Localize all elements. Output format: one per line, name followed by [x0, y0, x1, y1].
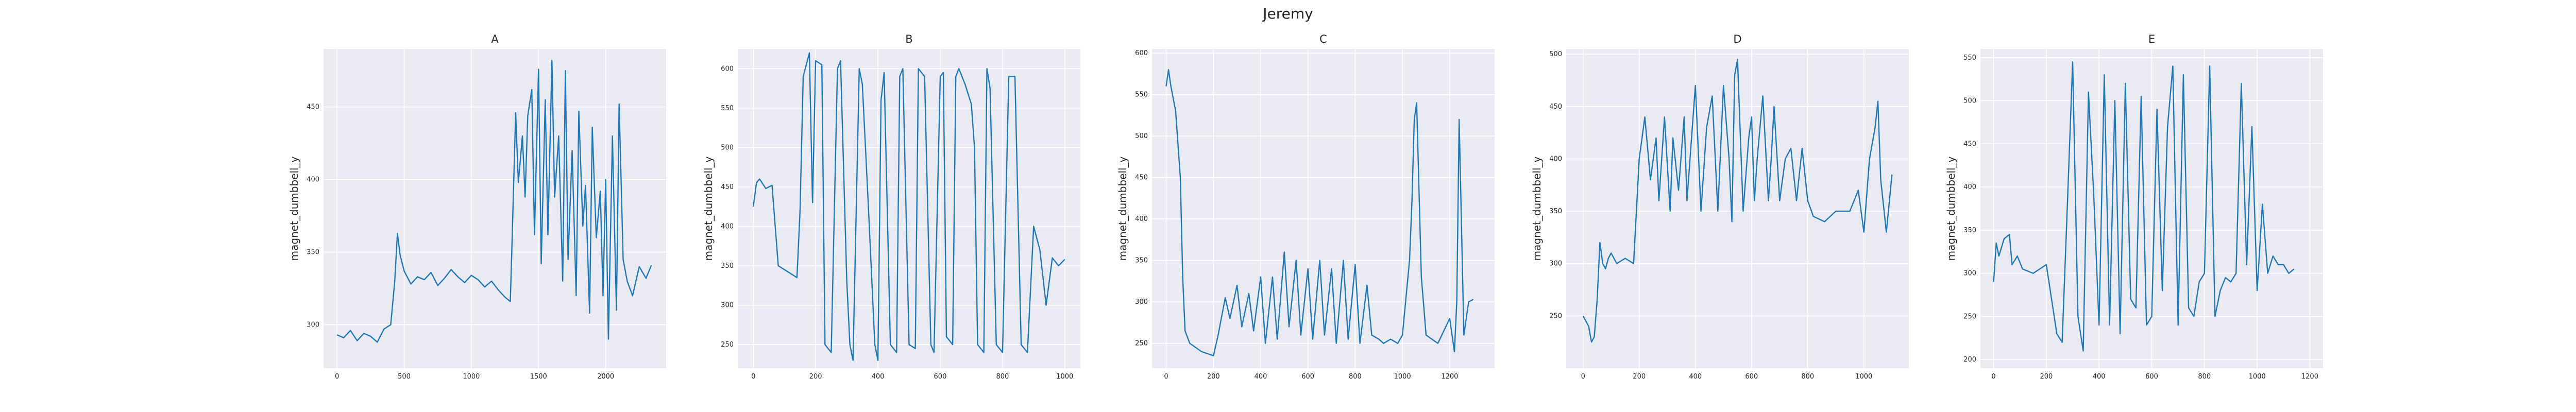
y-tick-label: 350: [307, 249, 319, 256]
subplots: 0 500 1000 1500 2000300350400450Amagnet_dumb…: [288, 33, 2323, 381]
x-tick-label: 200: [1207, 373, 1220, 381]
y-tick-label: 550: [721, 105, 734, 112]
y-tick-label: 500: [721, 144, 734, 151]
y-tick-label: 450: [1549, 103, 1562, 111]
x-tick-label: 400: [872, 373, 885, 381]
x-tick-label: 600: [934, 373, 947, 381]
subplot-title: A: [491, 33, 499, 45]
subplot-title: D: [1733, 33, 1741, 45]
y-tick-label: 300: [721, 302, 734, 310]
x-tick-label: 1000: [2249, 373, 2266, 381]
y-tick-label: 400: [307, 176, 319, 184]
y-tick-label: 400: [721, 222, 734, 230]
subplot-title: B: [905, 33, 912, 45]
x-tick-label: 0: [1164, 373, 1168, 381]
plot-area: [1566, 49, 1909, 368]
x-tick-label: 200: [1633, 373, 1646, 381]
y-axis-label: magnet_dumbbell_y: [702, 156, 715, 261]
x-tick-label: 1000: [1855, 373, 1872, 381]
y-tick-label: 250: [1135, 340, 1148, 348]
y-tick-label: 550: [1135, 91, 1148, 99]
y-tick-label: 450: [721, 183, 734, 191]
x-tick-label: 800: [2198, 373, 2211, 381]
y-tick-label: 300: [307, 321, 319, 329]
series-line-0: [1993, 61, 2295, 352]
y-axis-label: magnet_dumbbell_y: [288, 156, 300, 261]
figure-title: Jeremy: [1262, 5, 1313, 22]
x-tick-label: 800: [996, 373, 1009, 381]
y-axis-label: magnet_dumbbell_y: [1531, 156, 1543, 261]
x-tick-label: 800: [1349, 373, 1362, 381]
y-tick-label: 200: [1963, 356, 1976, 364]
y-tick-label: 350: [1135, 257, 1148, 265]
y-tick-label: 500: [1549, 50, 1562, 58]
x-tick-label: 0: [335, 373, 339, 381]
x-tick-label: 1200: [2301, 373, 2318, 381]
y-tick-label: 400: [1549, 155, 1562, 163]
y-tick-label: 500: [1135, 132, 1148, 140]
subplot-C: 0 200 400 600 800 1000 1200 250 300 350 400 450 500 5…: [1116, 33, 1495, 381]
y-tick-label: 400: [1135, 215, 1148, 223]
x-tick-label: 400: [2093, 373, 2106, 381]
subplot-A: 0 500 1000 1500 2000 300 350 400 450 Amagnet_dumb…: [288, 33, 666, 381]
y-tick-label: 450: [307, 104, 319, 111]
y-axis-label: magnet_dumbbell_y: [1116, 156, 1129, 261]
x-tick-label: 200: [2040, 373, 2053, 381]
series-line-0: [753, 52, 1065, 361]
x-tick-label: 600: [1745, 373, 1758, 381]
x-tick-label: 0: [1991, 373, 1995, 381]
subplot-D: 0 200 400 600 800 1000 250 300 350 400 450 500 Dmagn…: [1531, 33, 1909, 381]
x-tick-label: 1000: [1394, 373, 1411, 381]
x-tick-label: 1000: [463, 373, 480, 381]
subplot-title: C: [1319, 33, 1327, 45]
y-tick-label: 250: [1549, 312, 1562, 320]
x-tick-label: 200: [809, 373, 822, 381]
subplot-title: E: [2148, 33, 2155, 45]
y-tick-label: 450: [1963, 140, 1976, 148]
y-tick-label: 600: [1135, 49, 1148, 57]
x-tick-label: 600: [2145, 373, 2158, 381]
y-axis-label: magnet_dumbbell_y: [1945, 156, 1957, 261]
y-tick-label: 550: [1963, 54, 1976, 62]
y-tick-label: 300: [1135, 298, 1148, 306]
series-line-0: [1165, 69, 1474, 356]
y-tick-label: 450: [1135, 174, 1148, 182]
y-tick-label: 350: [721, 262, 734, 270]
y-tick-label: 400: [1963, 183, 1976, 191]
x-tick-label: 400: [1689, 373, 1702, 381]
plot-area: [738, 49, 1080, 368]
y-tick-label: 250: [721, 341, 734, 349]
y-tick-label: 500: [1963, 97, 1976, 105]
y-tick-label: 300: [1963, 270, 1976, 278]
subplot-E: 0 200 400 600 800 1000 1200 200 250 300 350 400 450 5…: [1945, 33, 2323, 381]
x-tick-label: 1200: [1441, 373, 1458, 381]
x-tick-label: 600: [1301, 373, 1314, 381]
y-tick-label: 600: [721, 65, 734, 73]
x-tick-label: 2000: [597, 373, 614, 381]
series-line-0: [336, 60, 652, 343]
x-tick-label: 1000: [1056, 373, 1073, 381]
series-line-0: [1582, 59, 1893, 343]
y-tick-label: 300: [1549, 260, 1562, 268]
y-tick-label: 350: [1963, 227, 1976, 234]
x-tick-label: 0: [1581, 373, 1585, 381]
y-tick-label: 350: [1549, 208, 1562, 215]
x-tick-label: 500: [398, 373, 411, 381]
y-tick-label: 250: [1963, 313, 1976, 320]
x-tick-label: 0: [751, 373, 755, 381]
x-tick-label: 800: [1801, 373, 1814, 381]
x-tick-label: 400: [1255, 373, 1267, 381]
x-tick-label: 1500: [530, 373, 547, 381]
subplot-B: 0 200 400 600 800 1000 250 300 350 400 450 500 550 60…: [702, 33, 1080, 381]
plot-area: [324, 49, 666, 368]
